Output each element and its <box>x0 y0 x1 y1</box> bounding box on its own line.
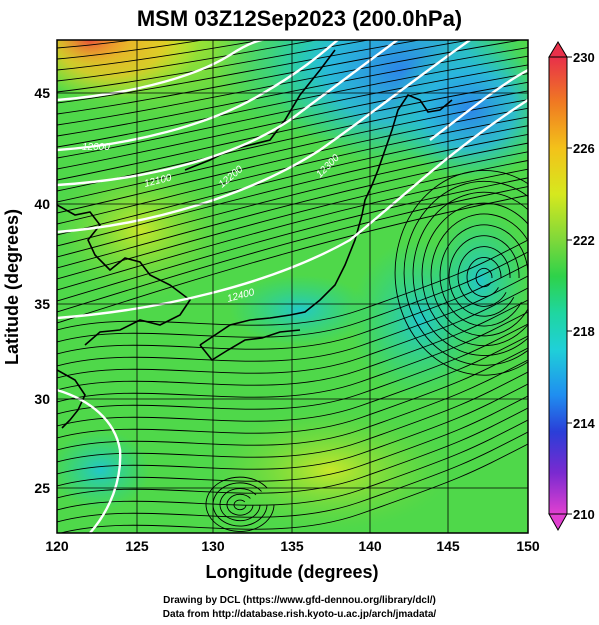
x-tick-label: 135 <box>280 538 304 554</box>
colorbar-tick-label: 222 <box>573 233 595 248</box>
streamline <box>57 251 528 343</box>
streamline <box>421 202 528 347</box>
plot-frame <box>56 39 529 534</box>
y-tick-label: 35 <box>34 296 50 312</box>
colorbar-tick-label: 230 <box>573 50 595 65</box>
x-tick-label: 140 <box>358 538 382 554</box>
streamline <box>57 73 528 170</box>
contour-label-1: 12000 <box>82 142 110 153</box>
y-axis-label: Latitude (degrees) <box>2 209 22 365</box>
colorbar-tick-label: 214 <box>573 416 595 431</box>
colorbar-scale <box>548 56 568 515</box>
colorbar-bottom-arrow <box>548 513 568 532</box>
streamline <box>57 287 528 379</box>
streamline <box>57 299 528 391</box>
coast-russia <box>184 49 336 171</box>
streamline <box>430 213 528 337</box>
contour-line-6 <box>57 388 122 533</box>
y-tick-label: 30 <box>34 391 50 407</box>
x-tick-label: 130 <box>201 538 225 554</box>
streamline <box>57 383 528 475</box>
y-tick-label: 25 <box>34 480 50 496</box>
streamline <box>57 40 206 60</box>
streamline <box>57 151 528 269</box>
streamline <box>57 64 528 159</box>
streamline <box>205 476 275 532</box>
streamline <box>439 224 528 327</box>
streamline <box>57 177 528 302</box>
y-tick-label: 40 <box>34 196 50 212</box>
y-axis: 25 30 35 40 45 <box>34 85 50 496</box>
contour-line-2 <box>57 40 340 152</box>
x-tick-label: 120 <box>45 538 69 554</box>
streamline <box>57 419 528 511</box>
streamline <box>57 335 528 427</box>
coast-japan <box>199 94 453 346</box>
x-tick-label: 145 <box>436 538 460 554</box>
streamline <box>57 168 528 291</box>
streamline <box>57 47 528 137</box>
streamline <box>394 170 528 376</box>
streamline <box>226 493 254 516</box>
streamline <box>57 347 528 439</box>
streamline <box>219 488 261 522</box>
x-axis: 120 125 130 135 140 145 150 <box>45 538 540 554</box>
streamline <box>57 359 528 451</box>
streamline <box>57 40 136 49</box>
contour-line-1 <box>57 40 267 102</box>
coast-shikoku-kyushu <box>199 329 301 362</box>
x-tick-label: 125 <box>125 538 149 554</box>
credit-drawing: Drawing by DCL (https://www.gfd-dennou.o… <box>163 595 436 606</box>
streamline <box>57 125 528 236</box>
streamline <box>57 40 319 82</box>
streamline <box>57 142 528 258</box>
streamline <box>57 275 528 367</box>
contour-line-3 <box>57 40 400 187</box>
streamline <box>57 263 528 355</box>
colorbar-tick-label: 226 <box>573 141 595 156</box>
contour-line-7 <box>429 68 528 141</box>
x-tick-label: 150 <box>516 538 540 554</box>
credit-data-source: Data from http://database.rish.kyoto-u.a… <box>162 609 437 620</box>
streamline <box>59 443 528 533</box>
colorbar-tick-label: 210 <box>573 507 595 522</box>
streamline <box>57 133 528 247</box>
streamline <box>57 160 528 280</box>
streamline <box>466 257 502 297</box>
streamline <box>412 191 528 356</box>
streamline <box>57 431 528 523</box>
colorbar-tick-label: 218 <box>573 324 595 339</box>
streamline <box>448 235 520 317</box>
streamline <box>57 371 528 463</box>
coast-taiwan <box>57 369 86 429</box>
streamline <box>57 107 528 214</box>
streamline <box>57 40 265 71</box>
temperature-field <box>57 40 528 533</box>
gridlines <box>57 40 528 533</box>
colorbar-top-arrow <box>548 41 568 58</box>
x-axis-label: Longitude (degrees) <box>205 562 378 582</box>
streamline <box>57 40 422 104</box>
contour-line-5 <box>57 98 528 320</box>
streamline <box>57 407 528 499</box>
y-tick-label: 45 <box>34 85 50 101</box>
streamline <box>212 482 268 527</box>
streamline <box>57 116 528 225</box>
streamline <box>57 40 371 93</box>
streamline <box>403 180 528 366</box>
colorbar: 230 226 222 218 214 210 <box>548 41 595 532</box>
streamline <box>475 267 493 288</box>
streamline <box>457 246 511 307</box>
streamline <box>57 99 528 203</box>
streamline <box>57 55 528 148</box>
streamline <box>233 499 247 511</box>
streamline <box>57 194 528 324</box>
streamline <box>57 395 528 487</box>
streamline <box>57 40 473 115</box>
streamline <box>57 311 528 403</box>
streamline <box>57 40 524 126</box>
map-title: MSM 03Z12Sep2023 (200.0hPa) <box>136 6 463 31</box>
